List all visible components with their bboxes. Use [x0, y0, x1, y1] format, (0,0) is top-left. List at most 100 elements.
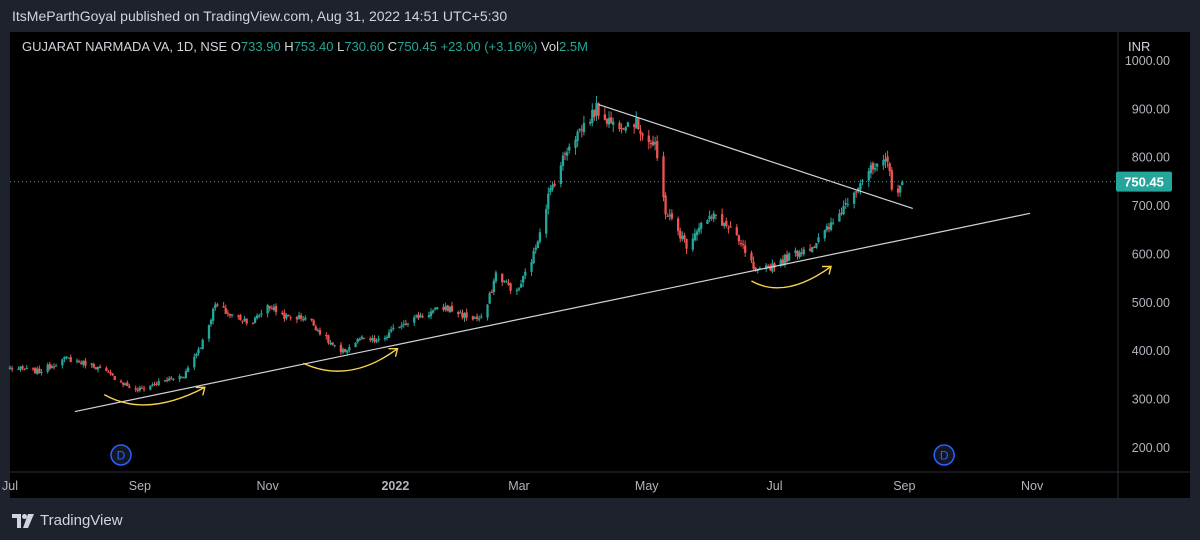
candle-body[interactable] [576, 131, 579, 141]
candle-body[interactable] [788, 253, 791, 261]
candle-body[interactable] [415, 315, 418, 317]
candle-body[interactable] [312, 320, 315, 326]
candle-body[interactable] [798, 252, 801, 258]
candle-body[interactable] [626, 122, 630, 127]
trendline-support[interactable] [74, 212, 1031, 413]
candle-body[interactable] [61, 359, 64, 366]
candle-body[interactable] [693, 233, 697, 241]
candle-body[interactable] [633, 124, 636, 128]
candle-body[interactable] [446, 305, 449, 312]
candle-body[interactable] [92, 364, 95, 368]
candle-body[interactable] [844, 203, 847, 205]
candle-body[interactable] [197, 349, 200, 354]
candle-body[interactable] [270, 308, 273, 310]
candle-body[interactable] [781, 259, 785, 264]
candle-body[interactable] [706, 220, 709, 224]
candle-body[interactable] [480, 316, 483, 318]
candle-body[interactable] [884, 158, 887, 162]
candle-body[interactable] [827, 227, 831, 230]
candle-body[interactable] [325, 334, 328, 337]
candle-body[interactable] [136, 389, 139, 391]
candle-body[interactable] [383, 337, 387, 340]
candle-body[interactable] [852, 192, 856, 204]
candle-body[interactable] [815, 243, 818, 248]
candle-body[interactable] [33, 367, 37, 374]
candle-body[interactable] [517, 288, 521, 290]
candle-body[interactable] [488, 293, 491, 304]
candle-body[interactable] [509, 283, 512, 291]
candle-body[interactable] [419, 315, 422, 318]
candle-body[interactable] [392, 327, 395, 329]
candle-body[interactable] [404, 323, 408, 325]
candle-body[interactable] [172, 378, 175, 380]
candle-body[interactable] [274, 306, 278, 313]
candle-body[interactable] [578, 129, 581, 131]
candle-body[interactable] [297, 315, 301, 319]
candle-body[interactable] [568, 146, 571, 151]
candle-body[interactable] [36, 368, 39, 374]
candle-body[interactable] [239, 315, 242, 320]
candle-body[interactable] [505, 281, 508, 283]
candle-body[interactable] [589, 122, 592, 124]
candle-body[interactable] [417, 314, 420, 319]
candle-body[interactable] [769, 265, 772, 271]
candle-body[interactable] [823, 230, 826, 239]
candle-body[interactable] [360, 336, 364, 339]
candle-body[interactable] [80, 362, 83, 364]
candle-body[interactable] [124, 383, 127, 386]
candle-body[interactable] [607, 117, 611, 125]
candle-body[interactable] [783, 254, 787, 266]
candle-body[interactable] [448, 307, 452, 313]
candle-body[interactable] [358, 338, 361, 340]
candle-body[interactable] [840, 212, 843, 214]
candle-body[interactable] [228, 313, 232, 316]
candle-body[interactable] [735, 227, 738, 235]
candle-body[interactable] [48, 364, 51, 369]
candle-body[interactable] [545, 209, 548, 234]
candle-body[interactable] [486, 304, 489, 318]
candle-body[interactable] [609, 117, 613, 123]
candle-body[interactable] [371, 337, 374, 341]
candle-body[interactable] [241, 320, 244, 322]
candle-body[interactable] [237, 315, 240, 317]
candle-body[interactable] [46, 364, 49, 372]
candle-body[interactable] [327, 335, 330, 343]
candle-body[interactable] [478, 318, 481, 320]
candle-body[interactable] [256, 315, 259, 319]
candle-body[interactable] [134, 388, 137, 390]
candle-body[interactable] [651, 141, 655, 146]
candle-body[interactable] [741, 243, 745, 245]
candle-body[interactable] [180, 376, 183, 378]
candle-body[interactable] [580, 129, 583, 131]
candle-body[interactable] [811, 247, 814, 253]
candle-body[interactable] [670, 213, 674, 219]
candle-body[interactable] [209, 319, 213, 325]
candle-body[interactable] [653, 142, 657, 145]
candle-body[interactable] [800, 252, 803, 255]
candle-body[interactable] [691, 238, 694, 250]
candle-body[interactable] [184, 371, 188, 379]
candle-body[interactable] [316, 329, 320, 331]
candle-body[interactable] [260, 313, 263, 315]
candle-body[interactable] [620, 128, 623, 130]
candle-body[interactable] [764, 265, 768, 270]
candle-body[interactable] [490, 291, 493, 293]
candle-body[interactable] [679, 230, 682, 239]
candle-body[interactable] [121, 382, 125, 385]
candle-body[interactable] [899, 185, 902, 193]
candle-body[interactable] [226, 312, 229, 314]
candle-body[interactable] [861, 180, 864, 182]
candle-body[interactable] [662, 156, 665, 198]
candle-body[interactable] [243, 318, 246, 321]
candle-body[interactable] [700, 222, 703, 229]
candle-body[interactable] [222, 306, 225, 308]
candle-body[interactable] [119, 380, 123, 383]
candle-body[interactable] [140, 387, 144, 389]
candle-body[interactable] [253, 317, 257, 323]
candle-body[interactable] [128, 386, 131, 388]
candle-body[interactable] [341, 349, 345, 353]
candle-body[interactable] [720, 214, 724, 226]
candle-body[interactable] [436, 307, 439, 310]
candle-body[interactable] [186, 367, 190, 372]
chart-frame[interactable] [10, 32, 1190, 498]
